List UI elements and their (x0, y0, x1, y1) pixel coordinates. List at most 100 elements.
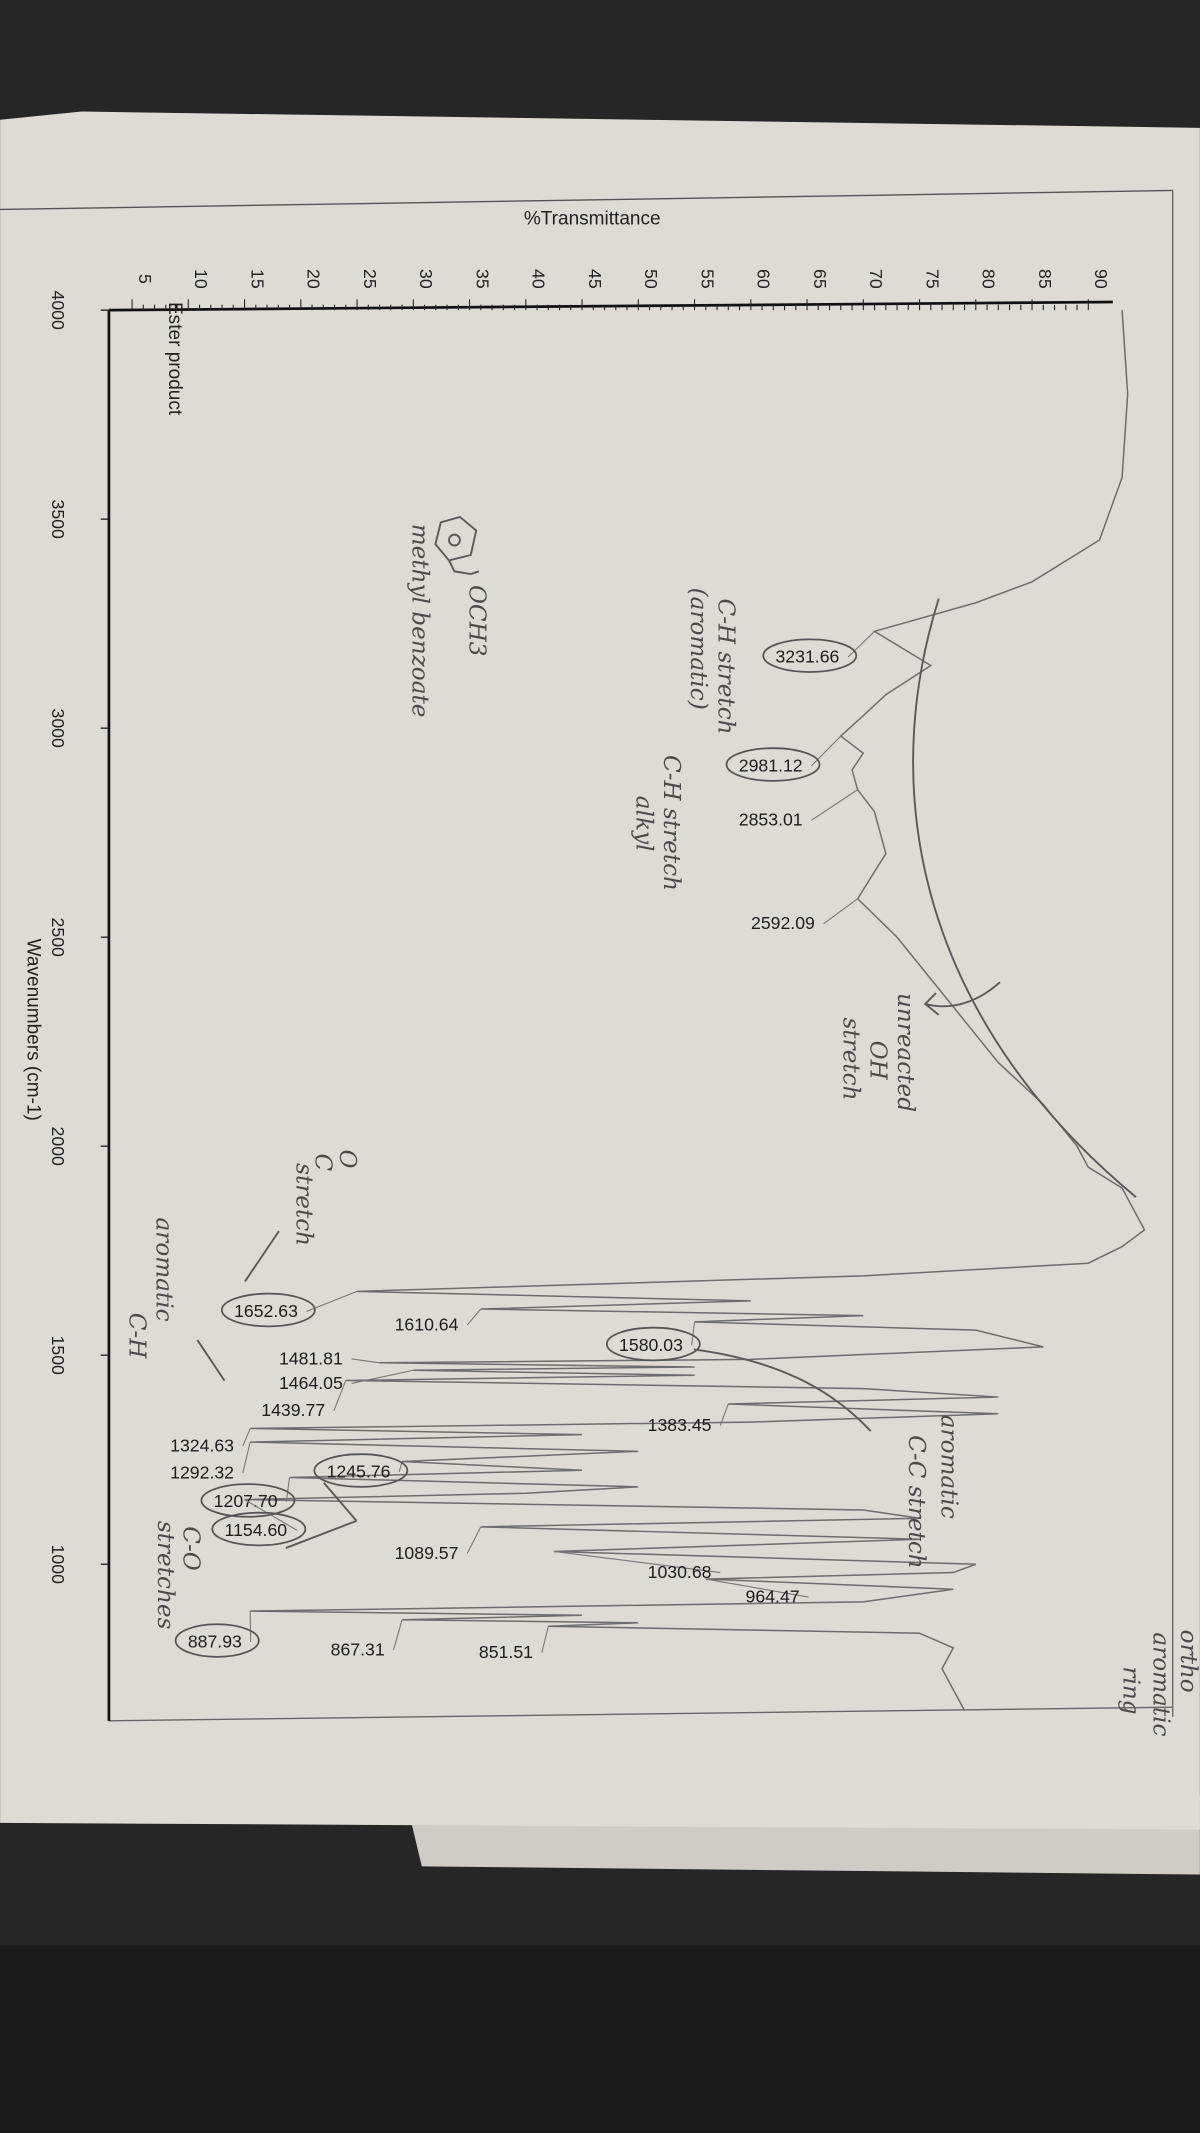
transmittance-tick-label: 35 (472, 269, 492, 289)
benzene-ring-circle (448, 533, 461, 547)
peak-label: 1610.64 (395, 1314, 459, 1334)
transmittance-tick-label: 40 (529, 269, 549, 289)
x-axis-title: Wavenumbers (cm-1) (22, 939, 43, 1121)
annotation-oh: OH (865, 1041, 891, 1081)
annotation-c-o: C-O (178, 1526, 204, 1570)
transmittance-tick-label: 65 (810, 269, 830, 289)
oh-curve-line (912, 598, 1137, 1198)
peak-circle (220, 1292, 316, 1328)
peak-circle (313, 1453, 409, 1488)
wavenumber-tick-label: 1500 (48, 1336, 68, 1375)
annotation-ortho-ring: ring (1118, 1666, 1144, 1714)
peak-leader-line (553, 1550, 721, 1574)
transmittance-tick-label: 50 (641, 269, 661, 289)
transmittance-tick-label: 80 (979, 269, 999, 289)
axis-ticks: 5 10 15 20 25 30 35 40 45 50 55 60 65 70 75 80 85 90 4000 3… (48, 269, 1111, 1584)
peak-label: 1245.76 (327, 1461, 391, 1481)
ester-bond-drawing (448, 560, 480, 575)
peak-circle (605, 1326, 701, 1362)
peak-label: 1580.03 (619, 1335, 683, 1355)
wavenumber-tick-label: 3500 (48, 500, 68, 539)
peak-leader-line (691, 1321, 696, 1346)
peak-labels: 3231.66 2981.12 2853.01 2592.09 1652.63 1610.… (170, 630, 875, 1662)
annotation-carbonyl-stretch: stretch (291, 1163, 317, 1246)
transmittance-tick-label: 30 (416, 269, 436, 289)
annotation-carbonyl-c: C (310, 1154, 336, 1172)
peak-leader-line (285, 1477, 291, 1502)
peak-label: 1324.63 (170, 1435, 234, 1455)
peak-leader-line (244, 1499, 298, 1531)
transmittance-tick-label: 70 (866, 269, 886, 289)
transmittance-tick-label: 5 (135, 274, 155, 284)
annotation-aromatic-cc-stretch: C-C stretch (903, 1435, 929, 1569)
annotation-alkyl: alkyl (631, 796, 657, 852)
peak-label: 851.51 (479, 1642, 533, 1662)
peak-label: 1030.68 (648, 1562, 712, 1582)
peak-label: 3231.66 (775, 646, 839, 666)
peak-circle (200, 1483, 296, 1518)
transmittance-tick-label: 75 (922, 269, 942, 289)
peak-label: 1481.81 (279, 1348, 343, 1368)
transmittance-tick-label: 55 (697, 269, 717, 289)
fabric-lower (0, 1945, 1200, 2133)
transmittance-tick-label: 20 (304, 269, 324, 289)
aromatic-ch-leader-line (196, 1339, 226, 1382)
annotation-unreacted: unreacted (892, 993, 918, 1112)
wavenumber-tick-label: 1000 (48, 1545, 68, 1584)
peak-leader-line (705, 1578, 809, 1598)
peak-leader-line (242, 1441, 251, 1474)
transmittance-tick-label: 10 (191, 269, 211, 289)
peak-leader-line (811, 789, 858, 821)
transmittance-tick-label: 15 (247, 269, 267, 289)
peak-circle (211, 1511, 307, 1547)
peak-leader-line (466, 1526, 482, 1554)
annotation-ch-aromatic-paren: (aromatic) (685, 588, 711, 710)
annotation-aromatic-ch: aromatic (151, 1217, 177, 1321)
peak-leader-line (333, 1380, 347, 1411)
annotation-oh-stretch: stretch (837, 1018, 863, 1101)
peak-leader-line (541, 1626, 549, 1653)
peak-label: 2981.12 (739, 755, 803, 775)
transmittance-axis-line (108, 300, 1113, 312)
peak-circle (725, 747, 821, 782)
transmittance-tick-label: 90 (1091, 269, 1111, 289)
transmittance-tick-label: 85 (1035, 269, 1055, 289)
peak-leader-line (823, 898, 858, 925)
annotation-ortho: ortho (1175, 1630, 1200, 1693)
carbonyl-leader-line (244, 1230, 280, 1282)
peak-label: 1652.63 (234, 1301, 298, 1321)
handwritten-annotations: C-H stretch (aromatic) C-H stretch alkyl… (123, 515, 1200, 1737)
peak-label: 887.93 (188, 1631, 242, 1651)
transmittance-tick-label: 25 (360, 269, 380, 289)
peak-leader-line (351, 1369, 414, 1384)
benzene-ring-drawing (434, 515, 478, 562)
peak-circle (762, 638, 858, 673)
annotation-carbonyl-o: O (334, 1149, 360, 1168)
wavenumber-tick-label: 2500 (48, 918, 68, 957)
aromatic-cc-leader-line (693, 1348, 872, 1432)
peak-label: 1439.77 (261, 1400, 325, 1420)
annotation-ortho-aromatic: aromatic (1148, 1632, 1174, 1736)
chart-title: Ester product (164, 302, 185, 416)
peak-label: 1207.70 (214, 1491, 278, 1511)
annotation-c-o-stretches: stretches (152, 1521, 178, 1630)
peak-label: 1292.32 (170, 1463, 234, 1483)
peak-label: 2592.09 (751, 913, 815, 933)
annotation-ch-alkyl: C-H stretch (658, 755, 684, 891)
annotation-aromatic-ch-2: C-H (123, 1313, 149, 1359)
peak-label: 1383.45 (648, 1415, 712, 1435)
peak-label: 1154.60 (225, 1520, 288, 1540)
peak-label: 1464.05 (279, 1373, 343, 1393)
wavenumber-tick-label: 2000 (48, 1127, 68, 1166)
peak-leader-line (719, 1403, 729, 1426)
peak-leader-line (847, 630, 875, 658)
spectrum-trace (244, 310, 1146, 1711)
annotation-och3: OCH3 (463, 585, 489, 656)
peak-leader-line (242, 1428, 251, 1447)
peak-label: 964.47 (746, 1586, 800, 1606)
peak-leader-line (392, 1619, 403, 1651)
oh-arrow (923, 981, 1001, 1016)
peak-label: 867.31 (331, 1640, 385, 1660)
peak-leader-line (811, 735, 842, 767)
